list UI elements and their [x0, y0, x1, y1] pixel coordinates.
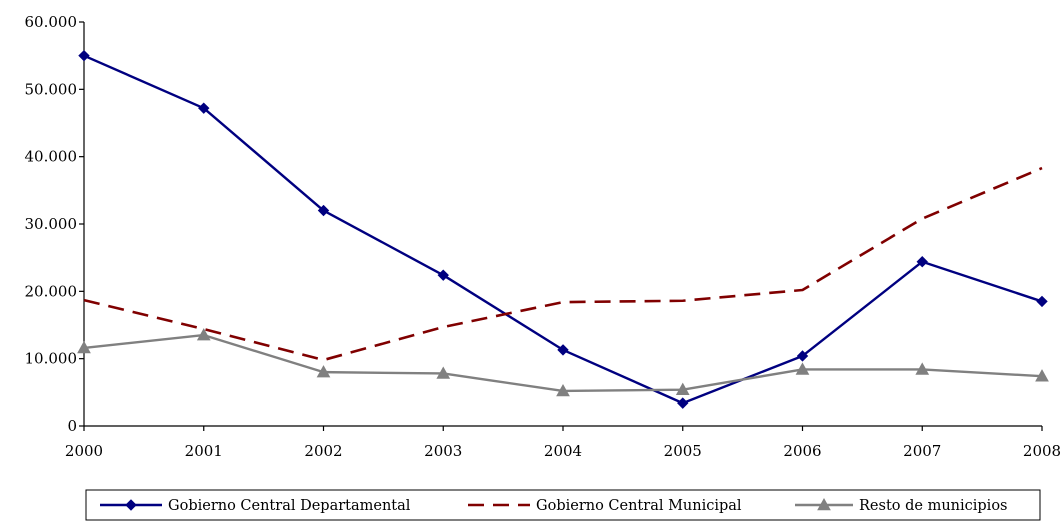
data-point	[1036, 295, 1048, 308]
data-point	[78, 49, 90, 62]
y-axis-ticks: 0 10.000 20.000 30.000 40.000 50.000 60.000	[25, 13, 84, 435]
x-tick-label: 2001	[185, 442, 223, 460]
legend-marker	[817, 497, 831, 511]
legend-item: Gobierno Central Departamental	[100, 498, 411, 514]
series-line	[83, 333, 1043, 393]
legend-label: Gobierno Central Departamental	[168, 498, 411, 514]
y-tick-label: 30.000	[25, 215, 78, 233]
x-tick-label: 2003	[424, 442, 462, 460]
legend-item: Gobierno Central Municipal	[468, 498, 742, 514]
data-point	[436, 366, 451, 379]
data-point	[437, 269, 449, 281]
x-axis-ticks: 2000 2001 2002 2003 2004 2005 2006 2007 2008	[65, 426, 1061, 460]
data-point	[198, 102, 210, 114]
series-layer	[77, 49, 1049, 409]
data-point	[915, 362, 930, 375]
y-tick-label: 40.000	[25, 148, 78, 166]
legend-label: Resto de municipios	[859, 498, 1008, 514]
data-point	[196, 328, 211, 341]
data-point	[677, 397, 689, 409]
series-line	[83, 166, 1043, 362]
x-tick-label: 2005	[664, 442, 702, 460]
y-tick-label: 50.000	[25, 80, 78, 98]
series-2	[77, 328, 1049, 397]
y-tick-label: 60.000	[25, 13, 78, 31]
y-tick-label: 20.000	[25, 282, 78, 300]
data-point	[675, 382, 690, 395]
data-point	[1035, 369, 1049, 382]
x-tick-label: 2006	[783, 442, 821, 460]
x-tick-label: 2000	[65, 442, 103, 460]
data-point	[556, 383, 570, 397]
legend-box	[85, 489, 1041, 521]
x-tick-label: 2002	[304, 442, 342, 460]
data-point	[795, 362, 810, 375]
data-point	[916, 255, 928, 268]
series-0	[78, 49, 1048, 409]
legend-marker	[125, 499, 137, 511]
data-point	[77, 340, 91, 354]
x-tick-label: 2004	[544, 442, 582, 460]
x-tick-label: 2008	[1023, 442, 1061, 460]
data-point	[796, 350, 809, 362]
y-tick-label: 0	[67, 417, 77, 435]
legend-label: Gobierno Central Municipal	[536, 498, 742, 514]
y-tick-label: 10.000	[25, 350, 78, 368]
series-1	[83, 166, 1043, 362]
x-tick-label: 2007	[903, 442, 941, 460]
data-point	[557, 344, 569, 356]
legend: Gobierno Central Departamental Gobierno C…	[85, 489, 1041, 521]
legend-item: Resto de municipios	[795, 497, 1008, 514]
data-point	[317, 204, 330, 217]
data-point	[316, 365, 331, 378]
